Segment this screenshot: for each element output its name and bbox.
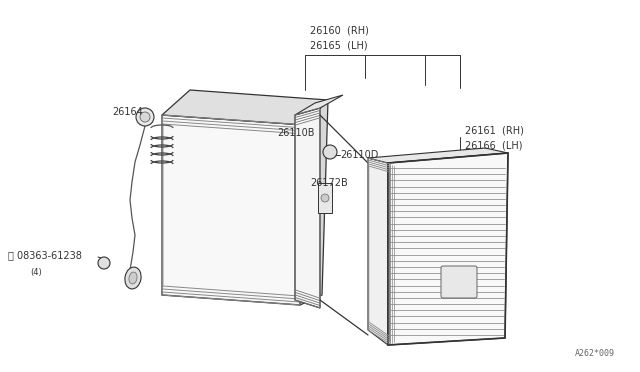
Text: (4): (4) xyxy=(30,267,42,276)
Polygon shape xyxy=(300,100,328,305)
Text: 26161  (RH): 26161 (RH) xyxy=(465,125,524,135)
Text: Ⓢ 08363-61238: Ⓢ 08363-61238 xyxy=(8,250,82,260)
Text: 26165  (LH): 26165 (LH) xyxy=(310,40,367,50)
Text: A262*009: A262*009 xyxy=(575,349,615,358)
Text: 26172B: 26172B xyxy=(310,178,348,188)
Polygon shape xyxy=(162,115,305,305)
Text: 26160  (RH): 26160 (RH) xyxy=(310,25,369,35)
Circle shape xyxy=(140,112,150,122)
FancyBboxPatch shape xyxy=(441,266,477,298)
Circle shape xyxy=(321,194,329,202)
Polygon shape xyxy=(368,158,388,345)
Polygon shape xyxy=(318,183,332,213)
Circle shape xyxy=(98,257,110,269)
Text: 26110D: 26110D xyxy=(340,150,378,160)
Text: 26166  (LH): 26166 (LH) xyxy=(465,140,522,150)
Polygon shape xyxy=(162,90,328,125)
Ellipse shape xyxy=(125,267,141,289)
Circle shape xyxy=(323,145,337,159)
Polygon shape xyxy=(295,95,343,115)
Polygon shape xyxy=(295,108,320,308)
Polygon shape xyxy=(388,153,508,345)
Ellipse shape xyxy=(129,272,137,284)
Text: 26110B: 26110B xyxy=(277,128,314,138)
Circle shape xyxy=(136,108,154,126)
Polygon shape xyxy=(368,148,508,163)
Text: 26164: 26164 xyxy=(112,107,143,117)
